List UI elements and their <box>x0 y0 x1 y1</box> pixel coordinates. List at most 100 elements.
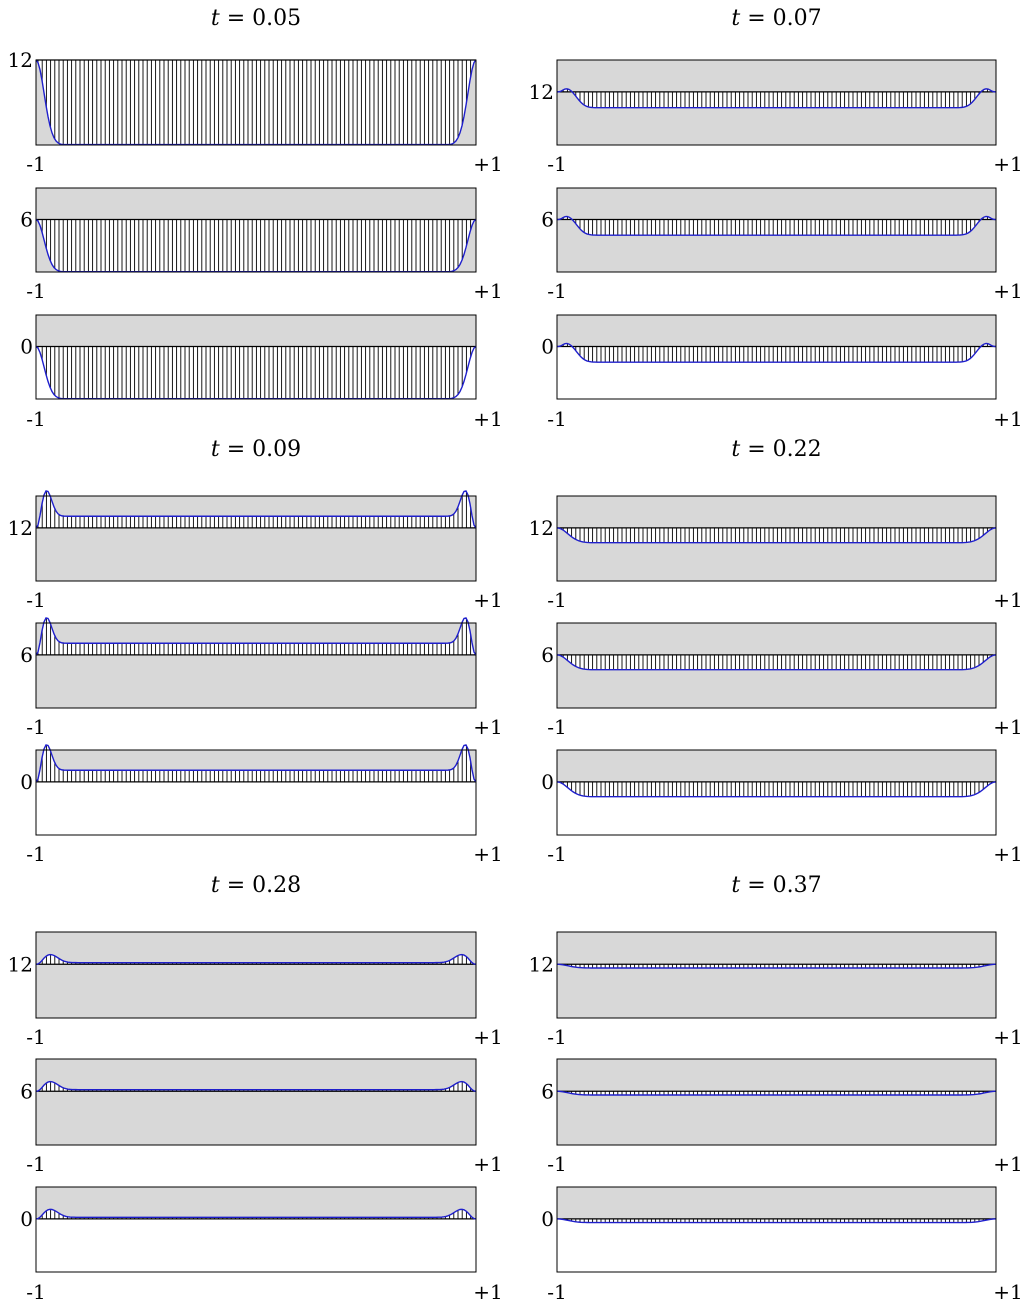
hatch-lines <box>562 88 993 108</box>
subplot-frame <box>556 314 997 400</box>
background-band <box>36 932 476 1018</box>
x-tick-label-left: -1 <box>547 1280 566 1304</box>
area-fill <box>557 527 996 543</box>
hatch-lines <box>562 654 993 670</box>
profile-curve <box>556 1218 997 1224</box>
x-tick-label-left: -1 <box>26 842 45 866</box>
hatch-lines <box>37 617 476 655</box>
y-tick-label: 12 <box>529 952 554 976</box>
x-tick-label-left: -1 <box>26 407 45 431</box>
title-value: = 0.09 <box>220 437 301 462</box>
profile-curve <box>556 215 997 236</box>
profile-curve <box>35 490 477 529</box>
subplot-frame <box>556 931 997 1019</box>
subplot-baseline-0: 0 -1 +1 <box>541 314 1023 431</box>
subplot-frame <box>35 749 477 836</box>
hatch-lines <box>37 346 472 399</box>
background-band <box>557 932 996 1018</box>
x-tick-label-left: -1 <box>26 588 45 612</box>
x-tick-label-right: +1 <box>473 1025 502 1049</box>
subplot-frame <box>556 622 997 709</box>
subplot-baseline-6: 6 -1 +1 <box>541 622 1023 739</box>
chart-title: t = 0.22 <box>731 437 821 462</box>
subplot-baseline-0: 0 -1 +1 <box>20 1186 503 1304</box>
x-tick-label-right: +1 <box>993 1025 1022 1049</box>
chart-title: t = 0.37 <box>731 873 821 898</box>
hatch-lines <box>37 744 476 782</box>
hatch-lines <box>562 527 993 543</box>
profile-curve <box>35 744 477 783</box>
x-tick-label-left: -1 <box>26 1152 45 1176</box>
hatch-lines <box>37 490 476 528</box>
subplot-baseline-6: 6 -1 +1 <box>20 617 503 739</box>
profile-curve <box>556 88 997 109</box>
x-tick-label-right: +1 <box>993 279 1022 303</box>
x-tick-label-right: +1 <box>473 407 502 431</box>
x-tick-label-left: -1 <box>547 279 566 303</box>
y-tick-label: 6 <box>20 208 33 232</box>
subplot-baseline-6: 6 -1 +1 <box>541 1058 1023 1176</box>
subplot-baseline-12: 12 -1 +1 <box>529 931 1023 1049</box>
title-value: = 0.07 <box>740 6 821 31</box>
profile-curve <box>556 342 997 363</box>
x-tick-label-left: -1 <box>26 715 45 739</box>
chart-title: t = 0.09 <box>211 437 301 462</box>
y-tick-label: 0 <box>20 335 33 359</box>
hatch-lines <box>37 60 476 145</box>
profile-curve <box>35 1208 477 1220</box>
x-tick-label-right: +1 <box>473 1152 502 1176</box>
lower-region <box>36 1218 476 1272</box>
subplot-frame <box>35 187 477 273</box>
y-tick-label: 6 <box>541 643 554 667</box>
chart-panel-0.37: t = 0.37 12 -1 +1 6 -1 +1 0 -1 +1 <box>529 873 1023 1304</box>
y-tick-label: 0 <box>541 770 554 794</box>
chart-title: t = 0.28 <box>211 873 301 898</box>
title-variable: t <box>731 6 740 31</box>
chart-title: t = 0.05 <box>211 6 301 31</box>
background-band <box>36 623 476 708</box>
chart-title: t = 0.07 <box>731 6 821 31</box>
subplot-frame <box>556 495 997 582</box>
subplot-baseline-12: 12 -1 +1 <box>8 931 503 1049</box>
x-tick-label-right: +1 <box>473 1280 502 1304</box>
x-tick-label-left: -1 <box>26 1280 45 1304</box>
hatch-lines <box>37 219 472 272</box>
y-tick-label: 12 <box>529 516 554 540</box>
background-band <box>36 1059 476 1145</box>
chart-panel-0.09: t = 0.09 12 -1 +1 6 -1 +1 0 -1 +1 <box>8 437 503 866</box>
y-tick-label: 6 <box>20 1079 33 1103</box>
profile-curve <box>556 781 997 798</box>
subplot-baseline-12: 12 -1 +1 <box>8 48 503 176</box>
x-tick-label-left: -1 <box>547 1025 566 1049</box>
x-tick-label-right: +1 <box>993 1280 1022 1304</box>
hatch-lines <box>562 343 993 363</box>
subplot-baseline-12: 12 -1 +1 <box>529 495 1023 612</box>
x-tick-label-left: -1 <box>547 842 566 866</box>
background-band <box>557 1059 996 1145</box>
profile-curve <box>556 1090 997 1096</box>
subplot-frame <box>556 59 997 146</box>
background-band <box>36 496 476 581</box>
x-tick-label-left: -1 <box>26 152 45 176</box>
y-tick-label: 12 <box>8 48 33 72</box>
x-tick-label-right: +1 <box>473 842 502 866</box>
subplot-baseline-0: 0 -1 +1 <box>20 314 503 431</box>
title-value: = 0.28 <box>220 873 301 898</box>
profile-curve <box>556 527 997 544</box>
x-tick-label-right: +1 <box>993 715 1022 739</box>
x-tick-label-right: +1 <box>993 1152 1022 1176</box>
subplot-baseline-6: 6 -1 +1 <box>541 187 1023 303</box>
x-tick-label-right: +1 <box>473 152 502 176</box>
chart-panel-0.07: t = 0.07 12 -1 +1 6 -1 +1 0 -1 +1 <box>529 6 1023 431</box>
y-tick-label: 0 <box>20 770 33 794</box>
title-variable: t <box>211 437 220 462</box>
x-tick-label-right: +1 <box>993 588 1022 612</box>
y-tick-label: 6 <box>20 643 33 667</box>
subplot-baseline-6: 6 -1 +1 <box>20 1058 503 1176</box>
subplot-frame <box>556 1186 997 1273</box>
x-tick-label-right: +1 <box>473 715 502 739</box>
x-tick-label-right: +1 <box>993 842 1022 866</box>
x-tick-label-left: -1 <box>547 152 566 176</box>
subplot-frame <box>35 59 477 146</box>
